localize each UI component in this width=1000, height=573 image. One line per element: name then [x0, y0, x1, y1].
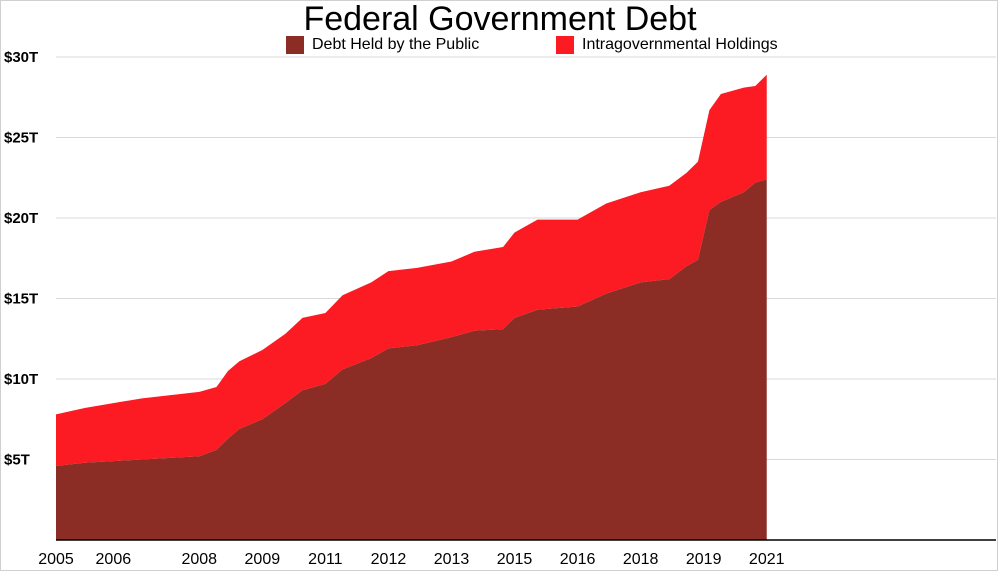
y-tick-label-1: $10T	[4, 371, 38, 388]
area-intragovernmental-holdings	[56, 74, 767, 466]
x-tick-label-9: 2018	[623, 551, 659, 568]
x-tick-label-1: 2006	[96, 551, 132, 568]
legend-item-public: Debt Held by the Public	[286, 36, 479, 54]
legend-item-intragov: Intragovernmental Holdings	[556, 36, 778, 54]
x-tick-label-4: 2011	[308, 551, 343, 568]
chart-title: Federal Government Debt	[303, 0, 697, 38]
x-tick-label-5: 2012	[371, 551, 407, 568]
x-tick-label-2: 2008	[181, 551, 217, 568]
y-tick-label-5: $30T	[4, 49, 38, 66]
y-tick-label-0: $5T	[4, 452, 30, 469]
x-tick-label-0: 2005	[38, 551, 74, 568]
x-tick-label-3: 2009	[245, 551, 281, 568]
x-tick-label-8: 2016	[560, 551, 596, 568]
y-tick-label-2: $15T	[4, 291, 38, 308]
area-debt-held-by-public	[56, 179, 767, 541]
legend-label-intragov: Intragovernmental Holdings	[582, 36, 778, 53]
x-tick-label-7: 2015	[497, 551, 533, 568]
x-tick-label-11: 2021	[749, 551, 785, 568]
y-tick-label-4: $25T	[4, 130, 38, 147]
x-tick-label-6: 2013	[434, 551, 470, 568]
x-tick-label-10: 2019	[686, 551, 722, 568]
legend: Debt Held by the Public Intragovernmenta…	[0, 36, 1000, 58]
legend-swatch-intragov	[556, 36, 574, 54]
legend-label-public: Debt Held by the Public	[312, 36, 480, 53]
y-tick-label-3: $20T	[4, 210, 38, 227]
legend-swatch-public	[286, 36, 304, 54]
